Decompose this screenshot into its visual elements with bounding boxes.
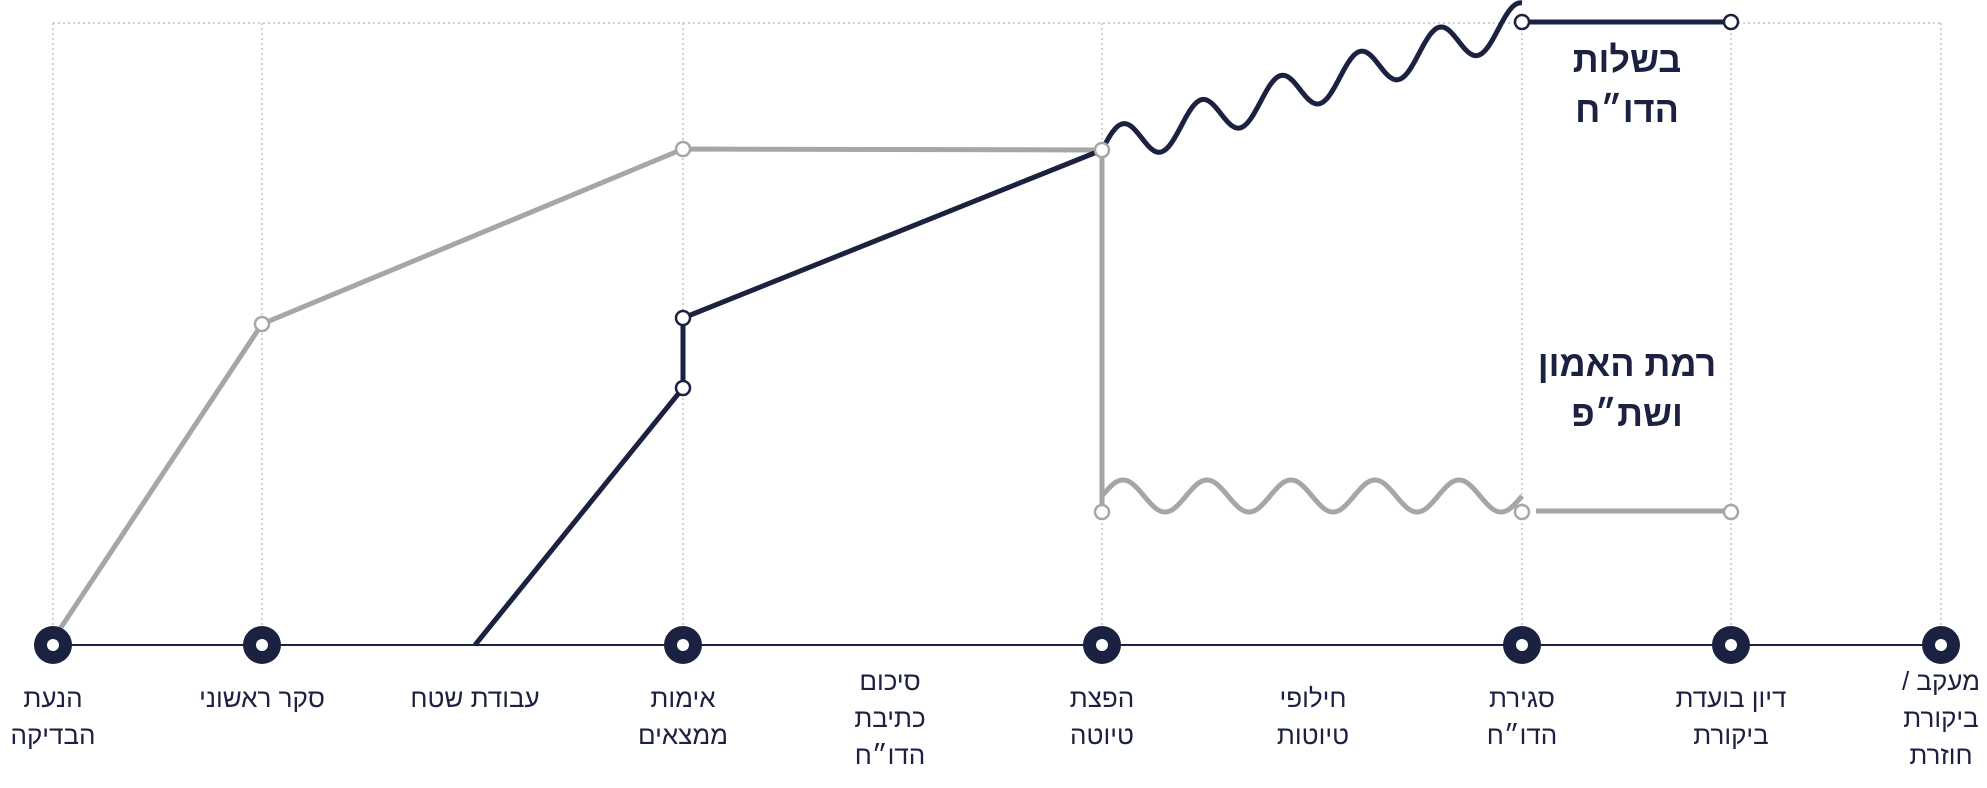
stage-label-s7-line-1: חילופי (1279, 683, 1346, 713)
stage-label-s3-line-1: עבודת שטח (410, 683, 539, 713)
trust-line-rise (55, 146, 1103, 634)
stage-marker-dot-s10 (1935, 639, 1947, 651)
stage-label-s7-line-2: טיוטות (1277, 720, 1349, 750)
stage-label-s9-line-2: ביקורת (1693, 720, 1768, 750)
stage-marker-dot-s9 (1725, 639, 1737, 651)
series-node-6 (1722, 503, 1740, 521)
series-node-10 (1722, 13, 1740, 31)
stage-label-s4-line-2: ממצאים (638, 720, 728, 750)
stage-marker-dot-s8 (1516, 639, 1528, 651)
stage-label-s1-line-2: הבדיקה (10, 720, 95, 750)
trust-label-line-2: ושת״פ (1571, 393, 1683, 434)
series-node-1 (253, 315, 271, 333)
series-node-3 (1093, 141, 1111, 159)
series-node-7 (674, 309, 692, 327)
stage-label-s10-line-2: ביקורת (1903, 703, 1978, 733)
series-node-9 (1513, 13, 1531, 31)
series-node-5 (1513, 503, 1531, 521)
series-node-2 (674, 140, 692, 158)
maturity-label-line-1: בשלות (1573, 39, 1682, 80)
stage-marker-dot-s4 (677, 639, 689, 651)
stage-marker-dot-s2 (256, 639, 268, 651)
series-node-4 (1093, 503, 1111, 521)
stage-label-s6-line-1: הפצת (1070, 683, 1134, 713)
maturity-line-rise (473, 147, 1103, 647)
trust-label-line-1: רמת האמון (1538, 343, 1716, 384)
trust-line-wave (1100, 477, 1524, 515)
stage-label-s2-line-1: סקר ראשוני (199, 683, 325, 713)
stage-label-s1-line-1: הנעת (23, 683, 82, 713)
stage-label-s5-line-3: הדו״ח (855, 740, 925, 770)
series-node-8 (674, 379, 692, 397)
stage-marker-dot-s6 (1096, 639, 1108, 651)
stage-label-s8-line-1: סגירת (1489, 683, 1555, 713)
stage-label-s10-line-1: מעקב / (1902, 666, 1980, 696)
maturity-label-line-2: הדו״ח (1575, 89, 1679, 130)
stage-label-s5-line-2: כתיבת (854, 703, 925, 733)
stage-label-s6-line-2: טיוטה (1070, 720, 1134, 750)
stage-label-s8-line-2: הדו״ח (1487, 720, 1557, 750)
maturity-line-wave (1099, 0, 1523, 155)
stage-label-s5-line-1: סיכום (859, 666, 920, 696)
stage-marker-dot-s1 (47, 639, 59, 651)
stage-label-s4-line-1: אימות (650, 683, 715, 713)
stage-label-s9-line-1: דיון בועדת (1676, 683, 1787, 713)
stage-label-s10-line-3: חוזרת (1909, 740, 1972, 770)
